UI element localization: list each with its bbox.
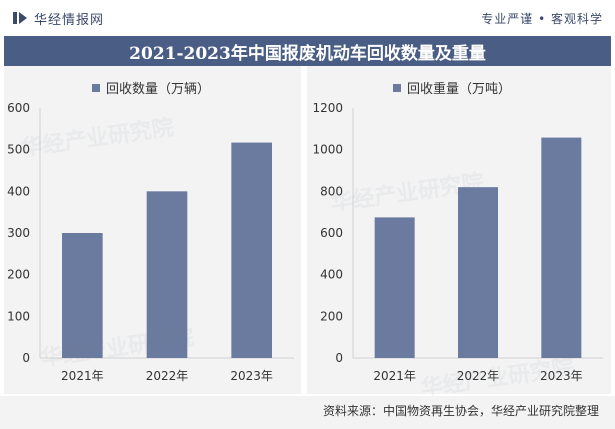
right-legend: 回收重量（万吨） <box>393 78 511 97</box>
y-tick-label: 200 <box>320 309 343 323</box>
right-chart-panel: 回收重量（万吨） 0 200 400 600 800 1000 1200 2021年 2022年… <box>307 66 611 394</box>
y-tick-label: 0 <box>335 351 343 365</box>
y-tick-label: 100 <box>7 309 30 323</box>
x-tick-label: 2021年 <box>61 369 104 383</box>
y-tick-label: 500 <box>7 143 30 157</box>
x-tick-label: 2023年 <box>540 369 583 383</box>
brand-logo-icon <box>13 12 27 24</box>
brand-name: 华经情报网 <box>34 12 105 28</box>
bar <box>62 233 103 358</box>
legend-label: 回收重量（万吨） <box>407 82 512 97</box>
y-tick-label: 800 <box>320 184 343 198</box>
y-tick-label: 400 <box>320 268 343 282</box>
source-note: 资料来源：中国物资再生协会，华经产业研究院整理 <box>322 404 599 418</box>
weight-bar-chart: 0 200 400 600 800 1000 1200 2021年 2022年 2023年 <box>312 101 603 383</box>
y-tick-label: 1200 <box>312 101 343 115</box>
bar <box>146 191 188 358</box>
quantity-bar-chart: 0 100 200 300 400 500 600 2021年 2022年 2023年 <box>7 101 294 383</box>
brand: 华经情报网 <box>12 9 104 28</box>
x-tick-label: 2022年 <box>146 369 189 383</box>
y-tick-label: 1000 <box>312 143 343 157</box>
left-chart-panel: 回收数量（万辆） 0 100 200 300 400 500 600 2021年 2022年 20… <box>4 66 301 394</box>
legend-swatch <box>92 83 100 92</box>
top-bar: 华经情报网 专业严谨 • 客观科学 <box>0 0 615 36</box>
y-tick-label: 300 <box>7 226 30 240</box>
y-tick-label: 600 <box>7 101 30 115</box>
footer <box>0 396 615 429</box>
bar <box>541 137 582 358</box>
y-tick-label: 200 <box>7 268 30 282</box>
legend-swatch <box>393 83 401 92</box>
left-legend: 回收数量（万辆） <box>92 78 210 97</box>
legend-label: 回收数量（万辆） <box>106 82 211 97</box>
x-tick-label: 2023年 <box>230 369 273 383</box>
bar <box>458 187 498 358</box>
y-tick-label: 400 <box>7 184 30 198</box>
y-tick-label: 600 <box>320 226 343 240</box>
bar <box>231 142 272 358</box>
tagline: 专业严谨 • 客观科学 <box>481 11 603 26</box>
x-tick-label: 2022年 <box>457 369 500 383</box>
x-tick-label: 2021年 <box>373 369 416 383</box>
chart-title-bar: 2021-2023年中国报废机动车回收数量及重量 <box>4 36 611 66</box>
chart-title: 2021-2023年中国报废机动车回收数量及重量 <box>129 43 486 64</box>
bar <box>374 217 415 358</box>
y-tick-label: 0 <box>22 351 30 365</box>
